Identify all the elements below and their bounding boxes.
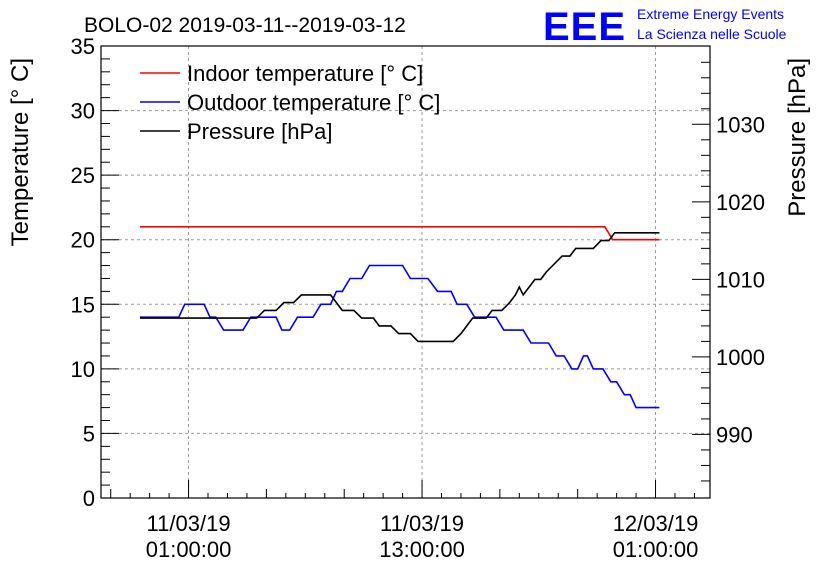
x-tick-label-time: 01:00:00	[146, 537, 232, 562]
legend: Indoor temperature [° C] Outdoor temperat…	[140, 61, 440, 144]
ticks	[101, 45, 710, 499]
x-tick-label-time: 01:00:00	[613, 537, 699, 562]
series-line-0	[139, 226, 660, 241]
y-left-tick-label: 10	[71, 357, 95, 382]
y-axis-right-label: Pressure [hPa]	[784, 58, 811, 217]
logo-line2: La Scienza nelle Scuole	[637, 26, 787, 42]
y-right-tick-label: 990	[716, 422, 753, 447]
y-axis-left-label: Temperature [° C]	[7, 58, 34, 246]
y-left-tick-label: 0	[83, 486, 95, 511]
x-tick-label-date: 11/03/19	[380, 511, 464, 536]
chart-title: BOLO-02 2019-03-11--2019-03-12	[84, 14, 406, 37]
eee-logo: EEE	[543, 5, 626, 49]
y-right-tick-label: 1030	[716, 112, 765, 137]
legend-label-2: Pressure [hPa]	[187, 119, 333, 144]
y-right-tick-label: 1020	[716, 190, 765, 215]
series-line-2	[139, 232, 660, 343]
y-right-tick-label: 1010	[716, 267, 765, 292]
x-tick-label-date: 12/03/19	[613, 511, 699, 536]
y-left-tick-label: 35	[71, 34, 95, 59]
plot-frame	[100, 45, 711, 499]
y-right-tick-label: 1000	[716, 345, 765, 370]
y-left-tick-label: 30	[71, 99, 95, 124]
y-left-tick-label: 15	[71, 292, 95, 317]
y-left-tick-label: 20	[71, 228, 95, 253]
x-tick-label-time: 13:00:00	[379, 537, 465, 562]
y-left-tick-label: 5	[83, 421, 95, 446]
y-left-tick-label: 25	[71, 163, 95, 188]
logo-line1: Extreme Energy Events	[637, 6, 784, 22]
series-layer	[139, 226, 660, 409]
x-tick-label-date: 11/03/19	[147, 511, 231, 536]
legend-label-1: Outdoor temperature [° C]	[187, 90, 440, 115]
legend-label-0: Indoor temperature [° C]	[187, 61, 423, 86]
series-line-1	[139, 264, 660, 409]
tick-labels: 0 5 10 15 20 25 30 35 990 1000 1010 1020 1030 11/03/1…	[71, 34, 765, 562]
